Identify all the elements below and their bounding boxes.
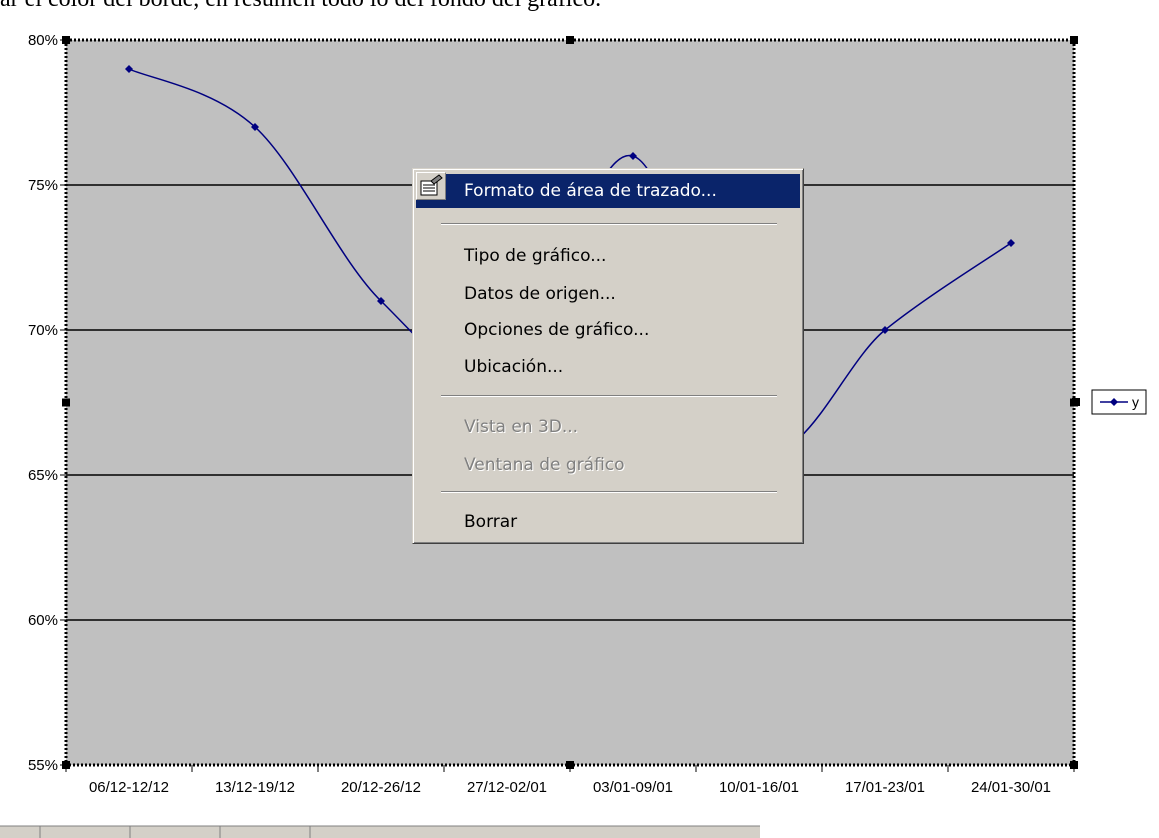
selection-handle	[566, 36, 574, 44]
legend[interactable]: y	[1091, 389, 1147, 415]
menu-item-chart-window[interactable]: Ventana de gráfico	[464, 455, 625, 475]
format-plot-area-icon	[416, 172, 446, 200]
y-tick-label: 70%	[28, 322, 58, 339]
x-tick-label: 24/01-30/01	[971, 779, 1051, 796]
menu-item-chart-type[interactable]: Tipo de gráfico...	[464, 246, 607, 266]
menu-separator	[441, 395, 777, 397]
menu-item-3d-view[interactable]: Vista en 3D...	[464, 417, 579, 437]
legend-entry-y: y	[1132, 394, 1139, 410]
x-tick-label: 17/01-23/01	[845, 779, 925, 796]
y-tick-label: 80%	[28, 32, 58, 49]
menu-item-delete[interactable]: Borrar	[464, 512, 518, 532]
x-tick-label: 03/01-09/01	[593, 779, 673, 796]
menu-separator	[441, 491, 777, 493]
x-tick-label: 27/12-02/01	[467, 779, 547, 796]
data-point	[377, 297, 385, 305]
data-point	[1007, 239, 1015, 247]
selection-handle	[1070, 761, 1078, 769]
x-axis[interactable]: 06/12-12/12 13/12-19/12 20/12-26/12 27/12-0…	[65, 765, 1075, 796]
selection-handle	[1070, 36, 1078, 44]
data-point	[251, 123, 259, 131]
y-tick-label: 55%	[28, 757, 58, 774]
data-point	[881, 326, 889, 334]
document-caption: ar el color del borde, en resumen todo l…	[0, 0, 1159, 16]
x-tick-label: 20/12-26/12	[341, 779, 421, 796]
x-tick-label: 06/12-12/12	[89, 779, 169, 796]
menu-item-source-data[interactable]: Datos de origen...	[464, 284, 616, 304]
selection-handles[interactable]	[62, 36, 1080, 769]
menu-item-format-plot-area[interactable]: Formato de área de trazado...	[416, 174, 800, 208]
x-tick-label: 10/01-16/01	[719, 779, 799, 796]
context-menu[interactable]: Formato de área de trazado... Tipo de gr…	[412, 168, 804, 544]
data-point	[125, 65, 133, 73]
selection-handle	[1072, 398, 1080, 406]
y-tick-label: 60%	[28, 612, 58, 629]
y-tick-label: 65%	[28, 467, 58, 484]
x-tick-label: 13/12-19/12	[215, 779, 295, 796]
y-axis[interactable]: 80% 75% 70% 65% 60% 55%	[28, 32, 66, 774]
y-tick-label: 75%	[28, 177, 58, 194]
selection-handle	[566, 761, 574, 769]
bottom-scrollbar-fragment	[0, 825, 760, 838]
selection-handle	[62, 761, 70, 769]
menu-separator	[441, 223, 777, 225]
selection-handle	[62, 36, 70, 44]
data-point	[629, 152, 637, 160]
selection-handle	[62, 398, 70, 407]
menu-item-chart-options[interactable]: Opciones de gráfico...	[464, 320, 650, 340]
menu-item-location[interactable]: Ubicación...	[464, 357, 564, 377]
